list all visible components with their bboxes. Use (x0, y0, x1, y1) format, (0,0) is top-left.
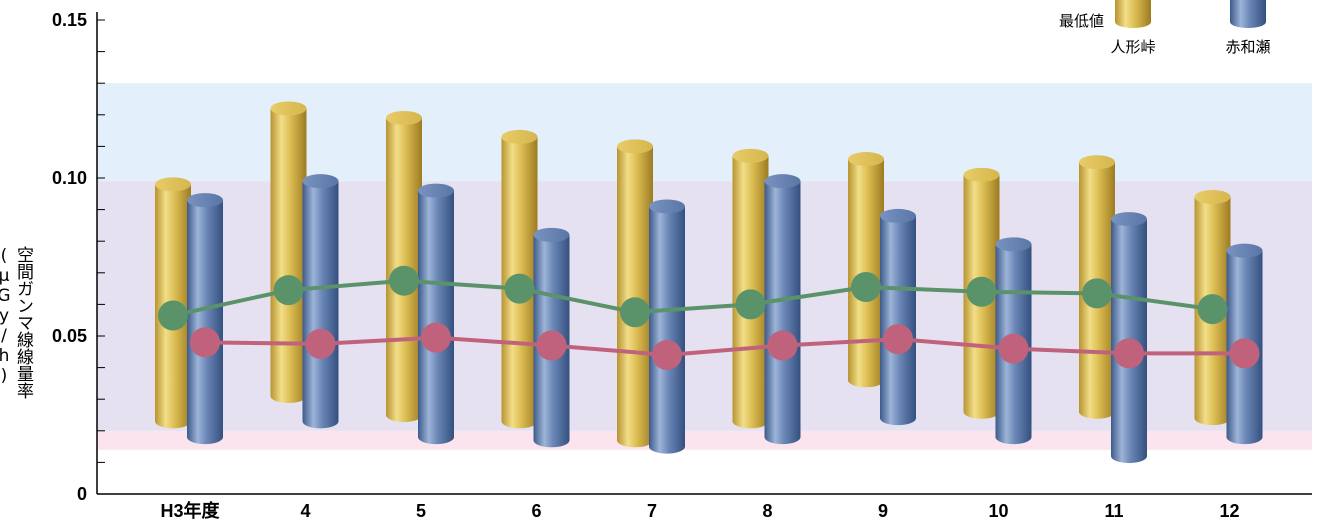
bar-akawase (1111, 212, 1147, 464)
bar-akawase-top (649, 199, 685, 214)
pink-series-point (1229, 338, 1260, 369)
x-tick-label: 7 (647, 501, 657, 521)
x-tick-label: 10 (988, 501, 1008, 521)
bar-ningyotoge (270, 101, 307, 404)
x-tick-label: 4 (300, 501, 310, 521)
bar-ningyotoge-top (1194, 189, 1231, 204)
bar-akawase-top (187, 193, 223, 208)
legend-min-label: 最低値 (1059, 12, 1104, 30)
pink-series-point (421, 322, 451, 353)
bar-akawase-top (995, 237, 1032, 252)
y-axis-title: 空間ガンマ線線量率(μGy/h) (0, 246, 33, 399)
bar-ningyotoge-top (1079, 155, 1115, 170)
green-series-point (620, 297, 650, 328)
bar-akawase (880, 208, 916, 426)
bar-akawase-body (302, 181, 339, 429)
bar-akawase-top (1111, 212, 1147, 227)
bar-akawase (187, 193, 223, 445)
bar-akawase-body (649, 206, 685, 454)
x-tick-label: 12 (1219, 501, 1239, 521)
bar-akawase (418, 183, 455, 445)
green-series-point (851, 272, 881, 303)
bar-ningyotoge-top (501, 129, 538, 144)
legend-swatch-akawase-body (1230, 0, 1266, 28)
legend-swatch-akawase (1230, 0, 1266, 28)
green-series-point (273, 275, 304, 306)
pink-series-point (536, 330, 567, 361)
x-tick-label: 5 (416, 501, 426, 521)
axes: 0.15 0.10 0.05 0 H3年度 4 5 6 7 8 9 10 11 12 (52, 10, 1312, 521)
green-series-point (1197, 294, 1228, 325)
x-tick-label: 8 (762, 501, 772, 521)
legend-label-akawase: 赤和瀬 (1225, 38, 1270, 56)
bar-akawase (302, 174, 339, 429)
x-tick-label: 6 (531, 501, 541, 521)
pink-series-point (883, 324, 913, 355)
bar-ningyotoge (617, 139, 653, 448)
bar-ningyotoge-top (617, 139, 653, 154)
lines-layer (158, 265, 1260, 370)
green-series-line (172, 278, 1213, 318)
green-series-point (735, 289, 766, 320)
x-tick-label: H3年度 (160, 500, 220, 521)
bar-akawase-top (1226, 243, 1263, 258)
pink-series-point (998, 333, 1029, 364)
bar-akawase-body (418, 190, 455, 445)
bar-ningyotoge-top (270, 101, 307, 116)
bar-ningyotoge-top (848, 152, 884, 167)
green-series-point (966, 276, 997, 307)
pink-series-point (190, 327, 220, 358)
legend-swatch-ningyotoge (1115, 0, 1151, 28)
bar-akawase-top (533, 227, 570, 242)
y-tick-label: 0.05 (52, 326, 87, 346)
bar-ningyotoge-top (963, 167, 1000, 182)
bar-akawase (649, 199, 685, 454)
y-tick-label: 0.15 (52, 10, 87, 30)
legend-swatch-ningyotoge-body (1115, 0, 1151, 28)
bar-akawase-body (187, 200, 223, 445)
bar-akawase-top (764, 174, 801, 189)
y-tick-label: 0.10 (52, 168, 87, 188)
x-tick-label: 11 (1104, 501, 1123, 521)
bar-ningyotoge (732, 148, 769, 429)
bar-akawase-top (880, 208, 916, 223)
bar-ningyotoge (848, 152, 884, 388)
y-tick-label: 0 (77, 484, 87, 504)
bar-ningyotoge-top (732, 148, 769, 163)
bar-ningyotoge-top (155, 177, 191, 192)
bar-akawase-body (764, 181, 801, 445)
pink-series-point (1114, 338, 1144, 369)
bar-akawase-top (418, 183, 454, 198)
pink-series-point (305, 328, 336, 359)
bar-akawase-top (302, 174, 339, 189)
bar-akawase (764, 174, 801, 445)
bar-akawase-body (880, 215, 916, 426)
green-series-point (1082, 278, 1112, 309)
green-series-point (389, 265, 419, 296)
legend-label-ningyotoge: 人形峠 (1110, 38, 1155, 56)
bar-ningyotoge-top (386, 110, 422, 125)
green-series-point (158, 300, 188, 331)
bar-ningyotoge-body (617, 146, 653, 448)
x-tick-label: 9 (878, 501, 888, 521)
bar-ningyotoge-body (270, 108, 307, 404)
pink-series-point (652, 339, 682, 370)
green-series-point (504, 273, 535, 304)
pink-series-point (767, 330, 798, 361)
pink-series-line (204, 335, 1245, 357)
